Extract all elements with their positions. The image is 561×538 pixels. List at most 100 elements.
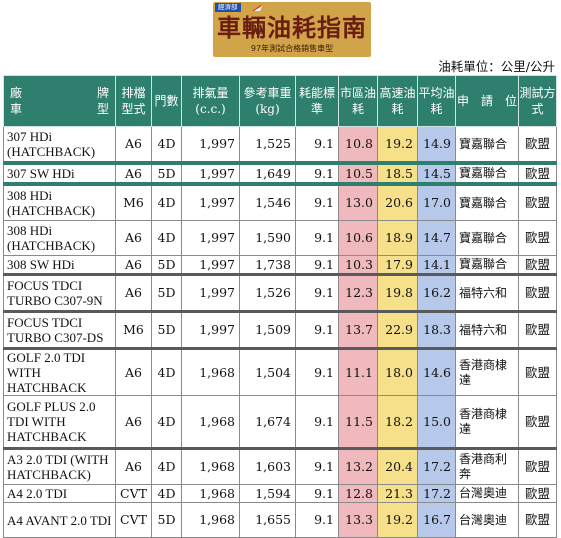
table-row: GOLF PLUS 2.0 TDI WITH HATCHBACK A6 4D 1,96… — [3, 395, 557, 449]
cell-model: 308 HDi (HATCHBACK) — [3, 220, 116, 256]
cell-average: 17.2 — [417, 447, 456, 485]
cell-doors: 4D — [151, 395, 182, 449]
cell-weight: 1,738 — [239, 255, 296, 275]
cell-test-method: 歐盟 — [518, 220, 557, 256]
ministry-badge: 經濟部 — [215, 3, 241, 12]
cell-test-method: 歐盟 — [518, 395, 557, 449]
cell-applicant: 寶嘉聯合 — [455, 126, 519, 164]
header-highway: 高速油耗 — [377, 75, 418, 127]
cell-applicant: 台灣奧迪 — [455, 502, 519, 538]
cell-highway: 22.9 — [377, 310, 418, 349]
cell-test-method: 歐盟 — [518, 182, 557, 221]
cell-model: FOCUS TDCI TURBO C307-DS — [3, 310, 116, 349]
cell-displacement: 1,997 — [181, 126, 240, 164]
cell-test-method: 歐盟 — [518, 161, 557, 185]
cell-displacement: 1,968 — [181, 395, 240, 449]
table-row: A4 AVANT 2.0 TDI CVT 5D 1,968 1,655 9.1 13.3 19… — [3, 502, 557, 538]
cell-urban: 11.5 — [338, 395, 378, 449]
cell-model: 308 SW HDi — [3, 255, 116, 275]
header-model: 型 — [96, 102, 109, 116]
cell-urban: 13.7 — [338, 310, 378, 349]
cell-displacement: 1,968 — [181, 502, 240, 538]
cell-doors: 5D — [151, 255, 182, 275]
fuel-consumption-table: 廠 牌 車 型 排檔型式 門數 排氣量(c.c.) 參考車重(kg) 耗能標準 … — [3, 75, 557, 538]
cell-urban: 10.3 — [338, 255, 378, 275]
cell-efficiency-standard: 9.1 — [295, 126, 339, 164]
cell-applicant: 寶嘉聯合 — [455, 182, 519, 221]
cell-urban: 13.0 — [338, 182, 378, 221]
cell-transmission: A6 — [115, 220, 152, 256]
cell-displacement: 1,997 — [181, 310, 240, 349]
cell-displacement: 1,997 — [181, 161, 240, 185]
cell-highway: 19.2 — [377, 126, 418, 164]
cell-model: 307 SW HDi — [3, 161, 116, 185]
cell-doors: 4D — [151, 126, 182, 164]
cell-test-method: 歐盟 — [518, 502, 557, 538]
table-row: 308 SW HDi A6 5D 1,997 1,738 9.1 10.3 17.9 14.1 寶… — [3, 255, 557, 275]
cell-highway: 17.9 — [377, 255, 418, 275]
cell-weight: 1,674 — [239, 395, 296, 449]
cell-efficiency-standard: 9.1 — [295, 310, 339, 349]
cell-transmission: A6 — [115, 347, 152, 396]
cell-doors: 5D — [151, 273, 182, 312]
cell-highway: 21.3 — [377, 484, 418, 503]
cell-model: FOCUS TDCI TURBO C307-9N — [3, 273, 116, 312]
header-displacement: 排氣量(c.c.) — [181, 75, 240, 127]
cell-efficiency-standard: 9.1 — [295, 484, 339, 503]
cell-doors: 4D — [151, 347, 182, 396]
cell-doors: 4D — [151, 447, 182, 485]
cell-average: 14.5 — [417, 161, 456, 185]
cell-urban: 13.2 — [338, 447, 378, 485]
table-row: 307 SW HDi A6 5D 1,997 1,649 9.1 10.5 18.5 14.5 寶… — [3, 161, 557, 185]
cell-displacement: 1,997 — [181, 273, 240, 312]
cell-transmission: A6 — [115, 161, 152, 185]
unit-label: 油耗單位：公里/公升 — [438, 59, 555, 74]
cell-applicant: 台灣奧迪 — [455, 484, 519, 503]
cell-average: 14.7 — [417, 220, 456, 256]
cell-highway: 18.5 — [377, 161, 418, 185]
cell-applicant: 香港商棣達 — [455, 395, 519, 449]
cell-average: 17.2 — [417, 484, 456, 503]
cell-model: A4 AVANT 2.0 TDI — [3, 502, 116, 538]
table-row: A4 2.0 TDI CVT 4D 1,968 1,594 9.1 12.8 21.3 17.2… — [3, 484, 557, 503]
cell-transmission: A6 — [115, 255, 152, 275]
cell-displacement: 1,968 — [181, 447, 240, 485]
table-row: FOCUS TDCI TURBO C307-9N A6 5D 1,997 1,526 9.… — [3, 273, 557, 312]
cell-efficiency-standard: 9.1 — [295, 502, 339, 538]
table-row: A3 2.0 TDI (WITH HATCHBACK) A6 4D 1,968 1,60… — [3, 447, 557, 485]
cell-test-method: 歐盟 — [518, 255, 557, 275]
cell-efficiency-standard: 9.1 — [295, 182, 339, 221]
table-row: 307 HDi (HATCHBACK) A6 4D 1,997 1,525 9.1 10.8… — [3, 126, 557, 164]
cell-model: 308 HDi (HATCHBACK) — [3, 182, 116, 221]
cell-doors: 4D — [151, 484, 182, 503]
cell-weight: 1,603 — [239, 447, 296, 485]
cell-test-method: 歐盟 — [518, 484, 557, 503]
cell-model: A3 2.0 TDI (WITH HATCHBACK) — [3, 447, 116, 485]
cell-urban: 10.5 — [338, 161, 378, 185]
cell-test-method: 歐盟 — [518, 273, 557, 312]
cell-urban: 12.3 — [338, 273, 378, 312]
table-row: 308 HDi (HATCHBACK) M6 4D 1,997 1,546 9.1 13.0… — [3, 182, 557, 221]
cell-highway: 20.6 — [377, 182, 418, 221]
cell-doors: 4D — [151, 182, 182, 221]
cell-transmission: A6 — [115, 273, 152, 312]
cell-test-method: 歐盟 — [518, 126, 557, 164]
header-manufacturer-model: 廠 牌 車 型 — [3, 75, 116, 127]
table-row: GOLF 2.0 TDI WITH HATCHBACK A6 4D 1,968 1,50… — [3, 347, 557, 396]
fuel-guide-logo: 經濟部 車輛油耗指南 97年測試合格銷售車型 — [213, 2, 371, 57]
cell-weight: 1,509 — [239, 310, 296, 349]
cell-transmission: CVT — [115, 484, 152, 503]
cell-efficiency-standard: 9.1 — [295, 220, 339, 256]
cell-model: GOLF 2.0 TDI WITH HATCHBACK — [3, 347, 116, 396]
cell-highway: 18.0 — [377, 347, 418, 396]
cell-weight: 1,590 — [239, 220, 296, 256]
header-urban: 市區油耗 — [338, 75, 378, 127]
header-efficiency-standard: 耗能標準 — [295, 75, 339, 127]
cell-applicant: 香港商棣達 — [455, 347, 519, 396]
cell-weight: 1,525 — [239, 126, 296, 164]
table-body: 307 HDi (HATCHBACK) A6 4D 1,997 1,525 9.1 10.8… — [3, 126, 557, 538]
cell-highway: 19.2 — [377, 502, 418, 538]
cell-highway: 18.2 — [377, 395, 418, 449]
cell-transmission: A6 — [115, 126, 152, 164]
logo-subtitle: 97年測試合格銷售車型 — [250, 44, 334, 53]
